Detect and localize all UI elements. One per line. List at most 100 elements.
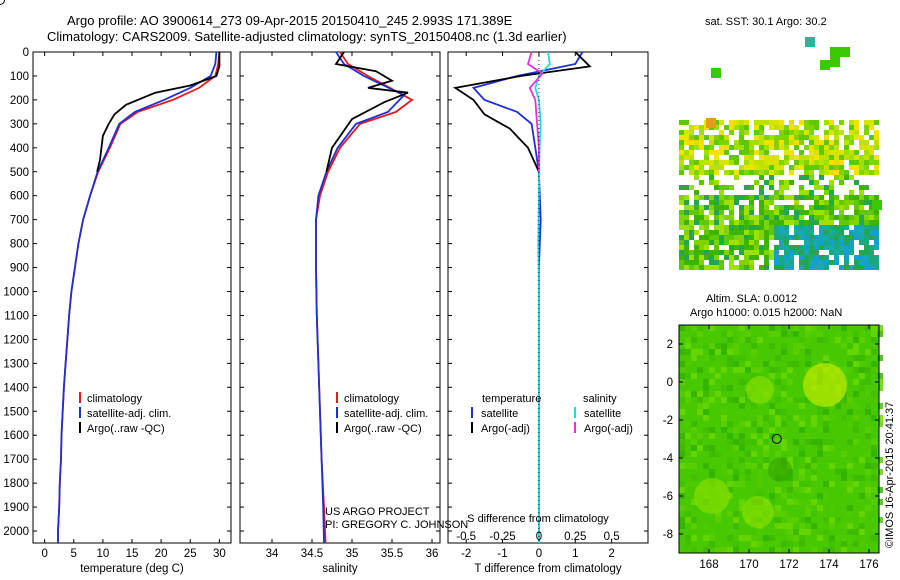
- sla-cell: [703, 547, 709, 553]
- sla-cell: [769, 331, 775, 337]
- sst-cell: [759, 120, 764, 125]
- legend-label: Argo(-adj): [481, 423, 530, 435]
- sst-cell: [764, 255, 769, 260]
- sst-cell: [839, 225, 844, 230]
- sla-cell: [787, 445, 793, 451]
- x-tick-label: 35: [346, 548, 359, 560]
- sst-cell: [694, 175, 699, 180]
- sst-cell: [819, 245, 824, 250]
- sst-cell: [829, 130, 834, 135]
- sla-cell: [769, 367, 775, 373]
- sst-cell: [694, 240, 699, 245]
- sst-cell: [794, 245, 799, 250]
- sst-cell: [824, 255, 829, 260]
- sst-cell: [869, 200, 874, 205]
- sla-cell: [817, 505, 823, 511]
- sst-cell: [729, 240, 734, 245]
- sst-cell: [859, 205, 864, 210]
- sla-cell: [805, 439, 811, 445]
- sst-cell: [704, 145, 709, 150]
- plot-frame: [32, 51, 232, 544]
- sst-cell: [689, 165, 694, 170]
- sla-cell: [781, 541, 787, 547]
- sst-cell: [739, 210, 744, 215]
- sst-cell: [769, 125, 774, 130]
- sla-cell: [811, 475, 817, 481]
- sst-cell: [829, 190, 834, 195]
- sst-cell: [834, 215, 839, 220]
- x-tick-label: 168: [699, 559, 718, 571]
- sst-cell: [744, 260, 749, 265]
- sst-cell: [834, 165, 839, 170]
- sla-cell: [739, 337, 745, 343]
- sla-cell: [745, 535, 751, 541]
- sla-cell: [829, 463, 835, 469]
- sla-cell: [859, 541, 865, 547]
- sst-cell: [709, 220, 714, 225]
- sla-cell: [853, 427, 859, 433]
- sst-cell: [784, 250, 789, 255]
- sla-cell: [691, 517, 697, 523]
- sst-cell: [839, 175, 844, 180]
- y-tick-label: 1400: [3, 382, 29, 394]
- sst-cell: [724, 240, 729, 245]
- x-tick-label: 34.5: [301, 548, 323, 560]
- sla-cell: [685, 535, 691, 541]
- sla-cell: [799, 517, 805, 523]
- sst-cell: [714, 180, 719, 185]
- sla-cell: [739, 433, 745, 439]
- sst-cell: [864, 125, 869, 130]
- sst-cell: [744, 235, 749, 240]
- sst-cell: [699, 135, 704, 140]
- sst-cell: [814, 250, 819, 255]
- legend-label: satellite: [584, 408, 621, 420]
- x-tick-label: 0: [536, 548, 542, 560]
- sst-cell: [739, 150, 744, 155]
- sla-cell: [703, 403, 709, 409]
- sla-cell: [859, 493, 865, 499]
- sst-cell: [824, 200, 829, 205]
- sla-cell: [751, 349, 757, 355]
- sla-cell: [679, 445, 685, 451]
- sst-cell: [859, 165, 864, 170]
- sla-cell: [691, 391, 697, 397]
- sst-cell: [729, 215, 734, 220]
- sst-cell: [819, 210, 824, 215]
- sst-cell: [744, 165, 749, 170]
- sla-cell: [805, 511, 811, 517]
- sst-cell: [819, 170, 824, 175]
- legend-heading-temperature: temperature: [482, 393, 541, 405]
- sst-cell: [699, 220, 704, 225]
- sst-cell: [819, 145, 824, 150]
- sla-cell: [751, 541, 757, 547]
- sla-cell: [739, 457, 745, 463]
- sst-cell: [864, 155, 869, 160]
- sst-cell: [809, 180, 814, 185]
- sst-cell: [759, 155, 764, 160]
- sla-cell: [769, 499, 775, 505]
- sst-cell: [744, 150, 749, 155]
- sst-cell: [689, 125, 694, 130]
- sla-cell: [799, 415, 805, 421]
- sst-cell: [779, 225, 784, 230]
- sst-cell: [869, 235, 874, 240]
- sst-cell: [764, 200, 769, 205]
- sst-cell: [859, 225, 864, 230]
- sla-cell: [793, 499, 799, 505]
- sla-cell: [865, 391, 871, 397]
- sst-cell: [704, 135, 709, 140]
- sst-cell: [699, 240, 704, 245]
- sst-cell: [869, 135, 874, 140]
- sla-cell: [757, 469, 763, 475]
- sla-cell: [739, 379, 745, 385]
- sst-cell: [804, 245, 809, 250]
- sla-cell: [691, 499, 697, 505]
- x-tick-label: 20: [155, 548, 168, 560]
- sla-blob: [768, 458, 792, 482]
- sst-cell: [824, 210, 829, 215]
- sst-cell: [864, 265, 869, 270]
- sla-cell: [685, 541, 691, 547]
- plot-frame: [239, 51, 441, 544]
- sst-cell: [709, 195, 714, 200]
